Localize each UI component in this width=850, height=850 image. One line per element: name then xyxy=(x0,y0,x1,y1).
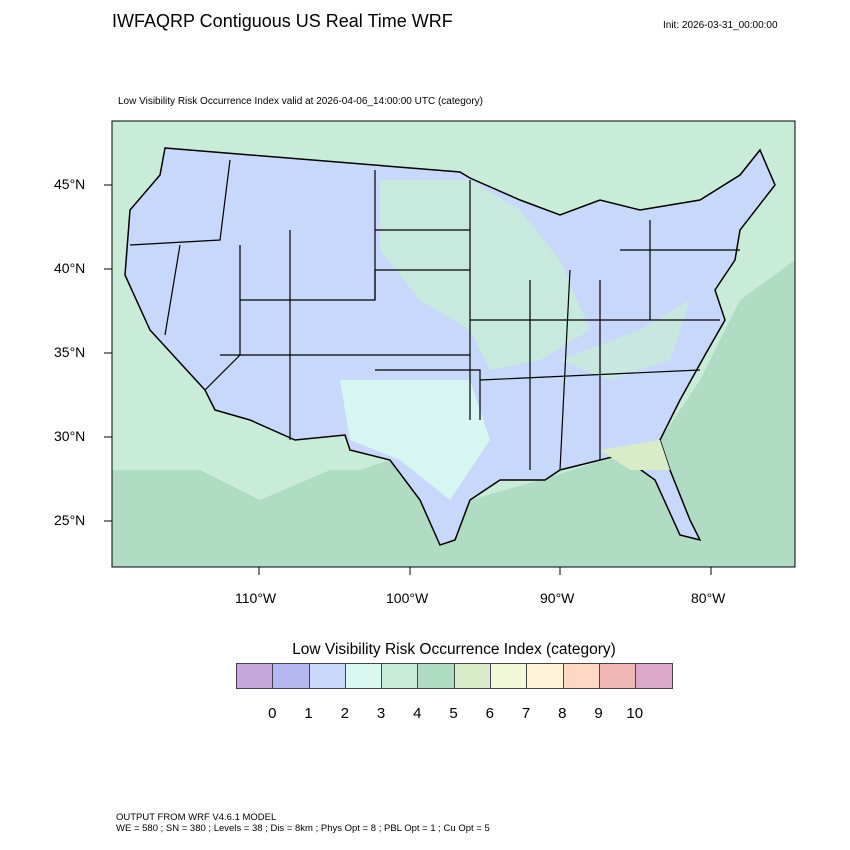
plot-title: IWFAQRP Contiguous US Real Time WRF xyxy=(112,11,453,31)
colorbar-label: 3 xyxy=(376,705,386,722)
colorbar-label: 6 xyxy=(485,705,494,722)
plot-subtitle: Low Visibility Risk Occurrence Index val… xyxy=(118,96,483,107)
colorbar-swatch-5 xyxy=(418,664,455,688)
colorbar xyxy=(236,663,673,689)
axis-ticks xyxy=(104,184,712,575)
colorbar-label: 9 xyxy=(594,705,603,722)
ocean-gulf xyxy=(112,260,795,567)
lon-label-100w: 100°W xyxy=(386,590,429,606)
lon-label-80w: 80°W xyxy=(691,590,726,606)
colorbar-swatch-2 xyxy=(309,664,346,688)
canada-region xyxy=(112,121,795,195)
colorbar-swatch-0 xyxy=(237,664,274,688)
colorbar-swatch-9 xyxy=(563,664,600,688)
texas-region xyxy=(340,380,490,500)
init-time: Init: 2026-03-31_00:00:00 xyxy=(663,20,778,31)
colorbar-label: 10 xyxy=(626,705,644,722)
plot-frame xyxy=(111,120,796,568)
colorbar-swatch-11 xyxy=(636,664,672,688)
lon-label-110w: 110°W xyxy=(235,590,277,606)
colorbar-label: 0 xyxy=(268,705,277,722)
colorbar-swatch-7 xyxy=(491,664,528,688)
colorbar-swatch-10 xyxy=(599,664,637,688)
colorbar-label: 8 xyxy=(558,705,567,722)
contiguous-us xyxy=(124,147,776,546)
colorbar-swatch-8 xyxy=(527,664,564,688)
georgia-region xyxy=(600,440,670,470)
colorbar-label: 7 xyxy=(521,705,531,722)
colorbar-label: 4 xyxy=(413,705,422,722)
lat-label-30n: 30°N xyxy=(54,428,86,444)
lon-label-90w: 90°W xyxy=(540,590,575,606)
lat-label-25n: 25°N xyxy=(54,512,86,528)
colorbar-label: 5 xyxy=(449,705,458,722)
colorbar-label: 2 xyxy=(340,705,349,722)
colorbar-swatch-3 xyxy=(345,664,383,688)
green-region-plains xyxy=(380,180,590,370)
colorbar-swatch-6 xyxy=(454,664,492,688)
colorbar-title: Low Visibility Risk Occurrence Index (ca… xyxy=(292,641,616,658)
lat-label-40n: 40°N xyxy=(54,260,86,276)
colorbar-label: 1 xyxy=(304,705,313,722)
colorbar-swatch-4 xyxy=(382,664,419,688)
footer-config: WE = 580 ; SN = 380 ; Levels = 38 ; Dis … xyxy=(116,823,490,834)
colorbar-swatch-1 xyxy=(273,664,310,688)
state-boundaries xyxy=(129,159,740,471)
lat-label-35n: 35°N xyxy=(54,344,86,360)
footer-model: OUTPUT FROM WRF V4.6.1 MODEL xyxy=(116,812,277,823)
lat-label-45n: 45°N xyxy=(54,176,86,192)
